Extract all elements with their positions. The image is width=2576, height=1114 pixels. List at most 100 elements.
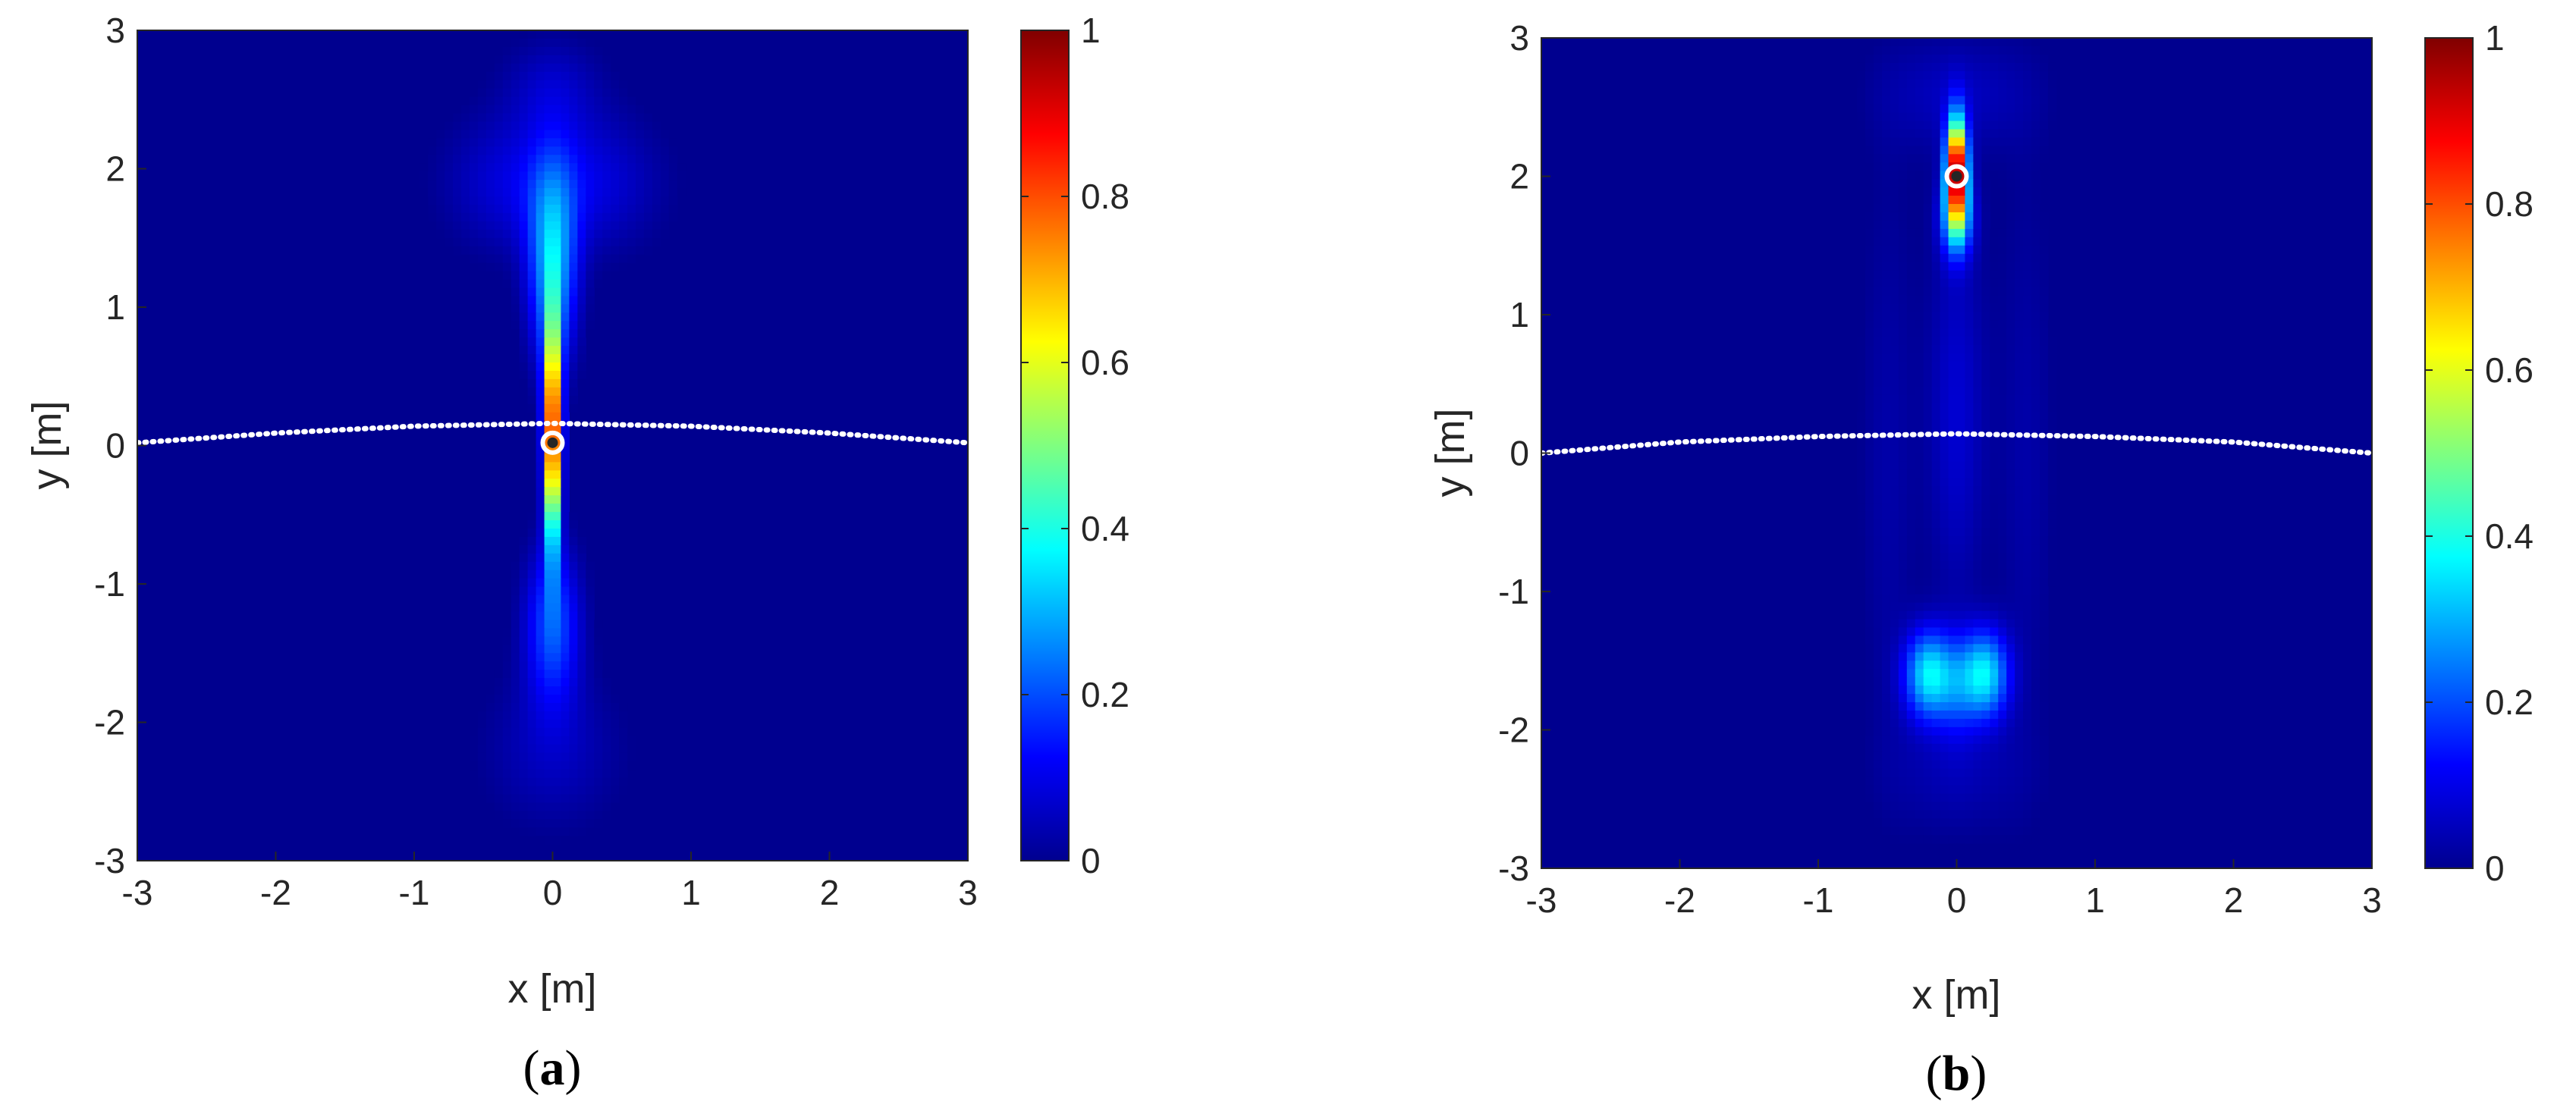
heatmap-cell [485,96,495,106]
heatmap-cell [577,38,586,48]
heatmap-cell [611,761,620,770]
heatmap-cell [2031,619,2040,629]
heatmap-cell [1881,577,1891,587]
heatmap-cell [1998,594,2007,604]
heatmap-cell [611,736,620,745]
heatmap-cell [619,237,628,247]
heatmap-cell [2006,793,2015,802]
heatmap-cell [1915,353,1924,362]
heatmap-cell [561,279,570,289]
heatmap-cell [470,146,479,155]
heatmap-cell [1940,743,1949,753]
heatmap-cell [1890,461,1899,470]
heatmap-cell [1915,121,1924,130]
heatmap-cell [1990,528,1999,537]
heatmap-cell [2023,602,2032,612]
heatmap-cell [636,113,645,123]
heatmap-cell [1874,710,1883,720]
heatmap-cell [1915,79,1924,89]
heatmap-cell [1857,362,1866,371]
heatmap-cell [527,271,537,281]
heatmap-cell [1948,552,1958,562]
heatmap-cell [627,761,636,770]
heatmap-cell [502,63,512,73]
heatmap-cell [1981,228,1990,238]
heatmap-cell [1906,79,1916,89]
heatmap-cell [1890,478,1899,487]
heatmap-cell [544,262,554,272]
heatmap-cell [1965,702,1974,711]
heatmap-cell [527,146,537,155]
heatmap-cell [1990,760,1999,770]
heatmap-cell [2047,121,2057,130]
heatmap-cell [502,736,512,745]
heatmap-cell [602,163,611,172]
heatmap-cell [2006,718,2015,728]
heatmap-cell [619,262,628,272]
heatmap-cell [1915,802,1924,811]
heatmap-cell [1890,129,1899,138]
heatmap-cell [1923,237,1933,246]
heatmap-cell [519,121,529,130]
heatmap-cell [2015,228,2024,238]
heatmap-cell [2015,154,2024,163]
heatmap-cell [519,819,529,828]
heatmap-cell [494,761,504,770]
heatmap-cell [1881,560,1891,570]
heatmap-cell [1990,619,1999,629]
heatmap-cell [2031,411,2040,421]
heatmap-cell [1998,287,2007,297]
heatmap-cell [594,71,603,81]
heatmap-cell [1898,46,1908,55]
heatmap-cell [2023,718,2032,728]
heatmap-cell [627,155,636,164]
heatmap-cell [527,678,537,687]
heatmap-cell [1981,146,1990,155]
heatmap-cell [453,229,462,239]
heatmap-cell [510,279,520,289]
heatmap-cell [2040,96,2049,105]
heatmap-cell [627,752,636,762]
heatmap-cell [436,221,445,231]
heatmap-cell [1998,710,2007,720]
heatmap-cell [1874,187,1883,196]
heatmap-cell [527,536,537,546]
heatmap-cell [594,769,603,779]
heatmap-cell [1890,818,1899,827]
heatmap-cell [1865,768,1874,778]
heatmap-cell [569,378,578,388]
heatmap-cell [1940,835,1949,844]
heatmap-cell [586,695,595,704]
heatmap-cell [2031,702,2040,711]
heatmap-cell [577,180,586,189]
heatmap-cell [2031,403,2040,413]
heatmap-cell [1981,262,1990,271]
heatmap-cell [1906,644,1916,653]
heatmap-cell [586,262,595,272]
heatmap-cell [544,196,554,206]
heatmap-cell [1948,702,1958,711]
heatmap-cell [1898,237,1908,246]
heatmap-cell [2040,802,2049,811]
heatmap-cell [602,121,611,130]
heatmap-cell [577,544,586,554]
heatmap-cell [2015,661,2024,670]
heatmap-cell [1931,403,1941,413]
heatmap-cell [494,744,504,754]
heatmap-cell [470,744,479,754]
heatmap-cell [577,719,586,729]
heatmap-cell [552,702,562,712]
heatmap-cell [1915,411,1924,421]
heatmap-cell [1890,378,1899,388]
heatmap-cell [652,155,661,164]
heatmap-cell [2031,96,2040,105]
heatmap-cell [1915,87,1924,97]
heatmap-cell [1865,204,1874,213]
heatmap-cell [510,63,520,73]
heatmap-cell [2047,87,2057,97]
heatmap-cell [561,237,570,247]
heatmap-cell [1890,768,1899,778]
heatmap-cell [544,595,554,604]
heatmap-cell [2031,627,2040,636]
heatmap-cell [627,204,636,214]
